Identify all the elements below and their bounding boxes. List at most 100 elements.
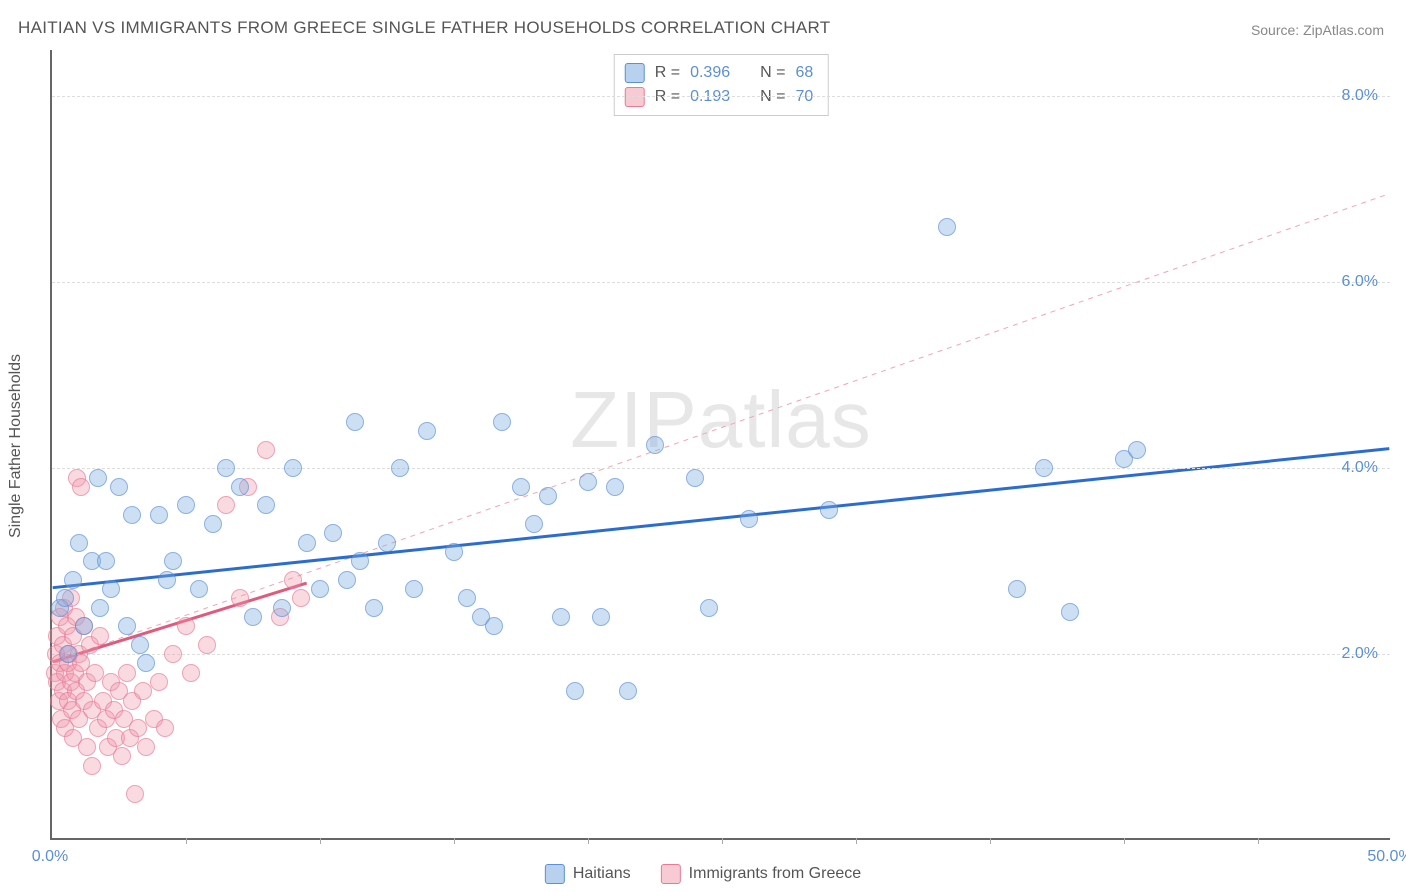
data-point: [365, 599, 383, 617]
x-minor-tick: [1124, 838, 1125, 844]
data-point: [231, 589, 249, 607]
data-point: [592, 608, 610, 626]
data-point: [298, 534, 316, 552]
data-point: [257, 441, 275, 459]
data-point: [137, 654, 155, 672]
r-value-haitians: 0.396: [690, 61, 730, 85]
gridline-h: [52, 654, 1390, 655]
data-point: [257, 496, 275, 514]
data-point: [820, 501, 838, 519]
y-tick-label: 4.0%: [1342, 459, 1378, 477]
x-minor-tick: [856, 838, 857, 844]
data-point: [324, 524, 342, 542]
y-tick-label: 2.0%: [1342, 645, 1378, 663]
swatch-haitians-icon: [545, 864, 565, 884]
data-point: [110, 478, 128, 496]
trend-line: [53, 449, 1390, 588]
chart-title: HAITIAN VS IMMIGRANTS FROM GREECE SINGLE…: [18, 18, 830, 38]
gridline-h: [52, 96, 1390, 97]
data-point: [64, 571, 82, 589]
data-point: [102, 580, 120, 598]
gridline-h: [52, 282, 1390, 283]
data-point: [552, 608, 570, 626]
data-point: [78, 738, 96, 756]
legend-row-haitians: R = 0.396 N = 68: [625, 61, 814, 85]
legend-item-greece: Immigrants from Greece: [661, 864, 861, 884]
data-point: [204, 515, 222, 533]
gridline-h: [52, 468, 1390, 469]
data-point: [284, 459, 302, 477]
data-point: [646, 436, 664, 454]
data-point: [378, 534, 396, 552]
data-point: [59, 645, 77, 663]
data-point: [177, 496, 195, 514]
x-minor-tick: [320, 838, 321, 844]
data-point: [137, 738, 155, 756]
data-point: [150, 506, 168, 524]
data-point: [113, 747, 131, 765]
data-point: [391, 459, 409, 477]
data-point: [97, 552, 115, 570]
x-minor-tick: [186, 838, 187, 844]
data-point: [1128, 441, 1146, 459]
data-point: [539, 487, 557, 505]
data-point: [311, 580, 329, 598]
series-legend: Haitians Immigrants from Greece: [545, 864, 861, 884]
source-attribution: Source: ZipAtlas.com: [1251, 22, 1384, 38]
data-point: [1008, 580, 1026, 598]
data-point: [938, 218, 956, 236]
x-minor-tick: [588, 838, 589, 844]
data-point: [89, 469, 107, 487]
x-minor-tick: [454, 838, 455, 844]
data-point: [131, 636, 149, 654]
data-point: [126, 785, 144, 803]
data-point: [458, 589, 476, 607]
data-point: [134, 682, 152, 700]
data-point: [493, 413, 511, 431]
data-point: [686, 469, 704, 487]
correlation-legend: R = 0.396 N = 68 R = 0.193 N = 70: [614, 54, 829, 116]
data-point: [231, 478, 249, 496]
data-point: [512, 478, 530, 496]
x-minor-tick: [1258, 838, 1259, 844]
legend-label-greece: Immigrants from Greece: [689, 865, 861, 883]
data-point: [123, 506, 141, 524]
data-point: [83, 757, 101, 775]
data-point: [619, 682, 637, 700]
data-point: [190, 580, 208, 598]
data-point: [72, 478, 90, 496]
trend-line: [53, 194, 1390, 662]
data-point: [351, 552, 369, 570]
data-point: [182, 664, 200, 682]
data-point: [525, 515, 543, 533]
data-point: [150, 673, 168, 691]
data-point: [700, 599, 718, 617]
data-point: [740, 510, 758, 528]
data-point: [1035, 459, 1053, 477]
data-point: [156, 719, 174, 737]
y-tick-label: 8.0%: [1342, 87, 1378, 105]
x-minor-tick: [990, 838, 991, 844]
data-point: [284, 571, 302, 589]
data-point: [75, 617, 93, 635]
data-point: [177, 617, 195, 635]
data-point: [346, 413, 364, 431]
data-point: [118, 617, 136, 635]
data-point: [217, 459, 235, 477]
n-value-haitians: 68: [795, 61, 813, 85]
data-point: [118, 664, 136, 682]
data-point: [56, 589, 74, 607]
n-label: N =: [760, 61, 785, 85]
data-point: [70, 534, 88, 552]
x-tick-label: 50.0%: [1367, 848, 1406, 866]
data-point: [418, 422, 436, 440]
data-point: [164, 552, 182, 570]
swatch-haitians-icon: [625, 63, 645, 83]
data-point: [606, 478, 624, 496]
data-point: [292, 589, 310, 607]
swatch-greece-icon: [661, 864, 681, 884]
data-point: [566, 682, 584, 700]
data-point: [244, 608, 262, 626]
r-label: R =: [655, 61, 680, 85]
data-point: [579, 473, 597, 491]
